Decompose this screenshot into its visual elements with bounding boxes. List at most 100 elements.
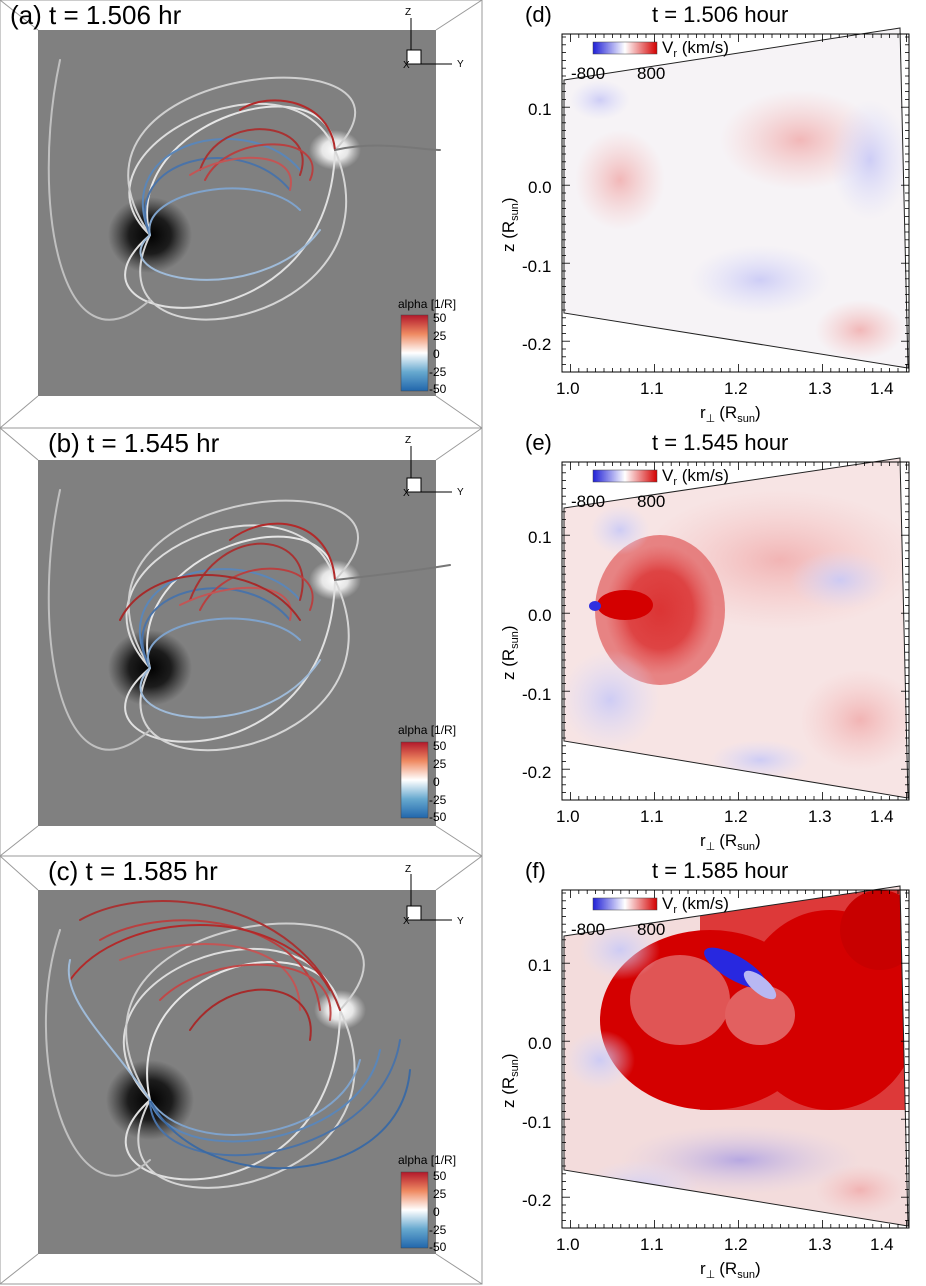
colorbar-tick: 0 [433,1205,440,1219]
x-axis-title: r⊥ (Rsun) [700,403,761,425]
x-tick-label: 1.0 [556,807,580,826]
velocity-field [564,28,908,368]
x-tick-label: 1.3 [808,807,832,826]
orientation-axes: Z X Y [403,864,464,927]
axis-x-label: X [403,916,410,927]
colorbar-tick: 0 [433,347,440,361]
colorbar-tick: 50 [433,1169,447,1183]
panel-label: (f) [525,858,546,883]
tick-marks [561,34,909,1228]
colorbar-tick: -25 [429,793,447,807]
colorbar-title: Vr (km/s) [662,894,729,916]
perspective-edge [0,427,39,461]
colorbar-tick: -25 [429,1223,447,1237]
alpha-colorbar: alpha [1/R] 50 25 0 -25 -50 [398,297,456,396]
axis-z-label: Z [405,435,411,446]
field-lines [44,900,411,1189]
panel-label: (e) [525,430,552,455]
axis-y-label: Y [457,59,464,70]
plot-frame [561,889,910,1229]
panel-b: (b) t = 1.545 hr Z X Y alpha [1/R] 50 25… [0,427,483,857]
y-axis-title: z (Rsun) [499,1053,521,1108]
axis-y-label: Y [457,916,464,927]
y-axis-title: z (Rsun) [499,625,521,680]
perspective-edge [435,1253,483,1285]
perspective-edge [0,825,39,857]
y-tick-label: -0.2 [522,335,551,354]
perspective-edge [0,855,39,891]
perspective-edge [435,0,483,31]
colorbar-min: -800 [571,920,605,939]
field-lines [47,59,441,321]
domain-boundary [563,27,909,369]
perspective-edge [435,825,483,857]
y-axis: 0.1 0.0 -0.1 -0.2 z (Rsun) [499,956,552,1210]
x-tick-label: 1.3 [808,379,832,398]
colorbar-tick: -50 [429,1240,447,1254]
x-tick-label: 1.1 [640,379,664,398]
panel-d: (d) t = 1.506 hour Vr (km/s) -800 800 1.… [499,2,910,425]
y-tick-label: -0.2 [522,1191,551,1210]
x-axis: 1.0 1.1 1.2 1.3 1.4 r⊥ (Rsun) [556,379,894,425]
vr-colorbar: Vr (km/s) -800 800 [571,466,729,511]
colorbar-tick: -50 [429,810,447,824]
y-tick-label: -0.1 [522,1113,551,1132]
colorbar-tick: 50 [433,311,447,325]
x-tick-label: 1.1 [640,1235,664,1254]
perspective-edge [0,395,39,429]
axis-z-label: Z [405,7,411,18]
colorbar-tick: 50 [433,739,447,753]
velocity-field [564,886,908,1226]
vr-colorbar: Vr (km/s) -800 800 [571,38,729,83]
alpha-colorbar: alpha [1/R] 50 25 0 -25 -50 [398,1153,456,1254]
perspective-edge [435,427,483,461]
y-tick-label: 0.1 [528,100,552,119]
x-tick-label: 1.4 [870,807,894,826]
panel-a: (a) t = 1.506 hr Z X Y alpha [1/R] 50 25… [0,0,483,429]
plot-frame [561,33,910,373]
y-axis: 0.1 0.0 -0.1 -0.2 z (Rsun) [499,528,552,782]
vr-colorbar: Vr (km/s) -800 800 [571,894,729,939]
x-tick-label: 1.2 [724,1235,748,1254]
axis-y-label: Y [457,487,464,498]
colorbar-tick: -25 [429,365,447,379]
x-tick-label: 1.0 [556,1235,580,1254]
colorbar-tick: -50 [429,382,447,396]
y-axis: 0.1 0.0 -0.1 -0.2 z (Rsun) [499,100,552,354]
colorbar-max: 800 [637,492,665,511]
perspective-edge [435,855,483,891]
colorbar-max: 800 [637,64,665,83]
colorbar-title: alpha [1/R] [398,723,456,737]
axis-x-label: X [403,60,410,71]
panel-e: (e) t = 1.545 hour Vr (km/s) -800 800 1.… [499,430,910,853]
panel-label: (a) t = 1.506 hr [10,0,182,30]
plot-title: t = 1.545 hour [652,430,788,455]
colorbar-min: -800 [571,64,605,83]
domain-boundary [563,457,909,799]
x-tick-label: 1.2 [724,379,748,398]
x-tick-label: 1.2 [724,807,748,826]
y-tick-label: 0.1 [528,528,552,547]
panel-c: (c) t = 1.585 hr Z X Y alpha [1/R] 50 25… [0,855,483,1285]
magnetogram [38,890,436,1254]
colorbar-title: Vr (km/s) [662,38,729,60]
x-tick-label: 1.4 [870,379,894,398]
colorbar-tick: 0 [433,775,440,789]
plot-frame [561,461,910,801]
colorbar-tick: 25 [433,329,447,343]
y-tick-label: 0.0 [528,178,552,197]
x-axis-title: r⊥ (Rsun) [700,831,761,853]
perspective-edge [435,395,483,429]
axis-z-label: Z [405,864,411,875]
colorbar-tick: 25 [433,757,447,771]
colorbar-title: Vr (km/s) [662,466,729,488]
x-axis: 1.0 1.1 1.2 1.3 1.4 r⊥ (Rsun) [556,1235,894,1281]
x-tick-label: 1.3 [808,1235,832,1254]
x-axis: 1.0 1.1 1.2 1.3 1.4 r⊥ (Rsun) [556,807,894,853]
magnetogram [38,460,436,826]
plot-title: t = 1.585 hour [652,858,788,883]
panel-label: (b) t = 1.545 hr [48,428,220,458]
y-axis-title: z (Rsun) [499,197,521,252]
colorbar-title: alpha [1/R] [398,1153,456,1167]
